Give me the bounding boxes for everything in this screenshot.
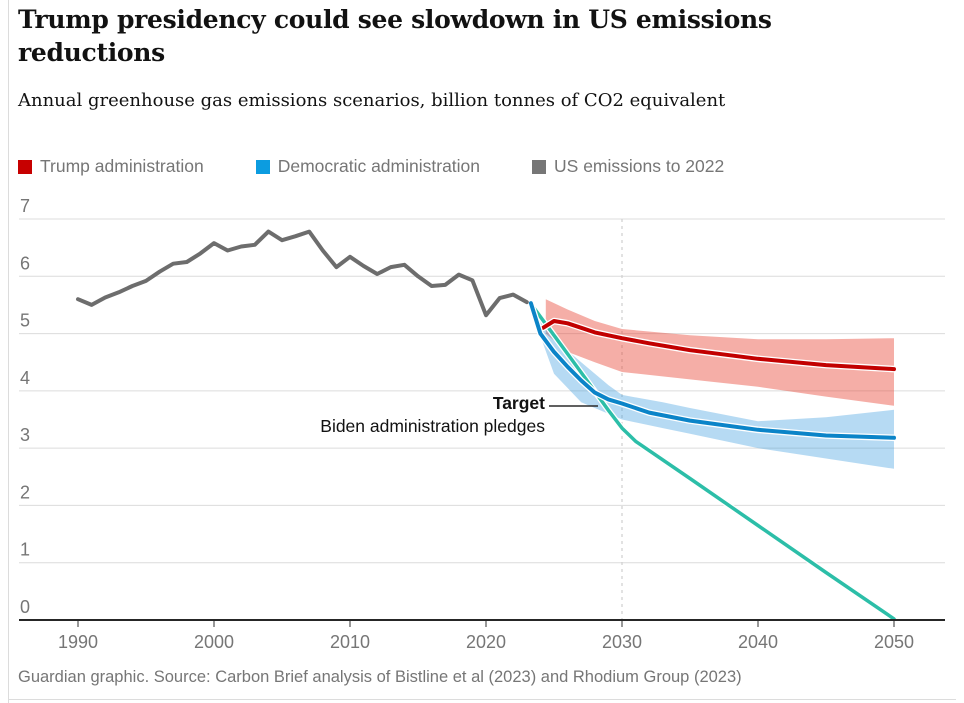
legend-item-2: US emissions to 2022	[532, 156, 724, 177]
y-tick-label-4: 4	[20, 368, 30, 388]
democratic-administration-line	[528, 301, 896, 440]
us-emissions-to-2022-line	[76, 229, 529, 318]
x-tick-label-2030: 2030	[602, 632, 642, 652]
legend-label: Democratic administration	[277, 156, 481, 176]
target-annotation-subtext: Biden administration pledges	[320, 416, 545, 436]
legend-swatch-icon	[532, 159, 547, 174]
left-border-rule	[8, 0, 9, 703]
legend-item-1: Democratic administration	[255, 156, 481, 177]
y-tick-label-2: 2	[20, 482, 30, 502]
x-tick-label-2050: 2050	[874, 632, 914, 652]
x-tick-label-2000: 2000	[194, 632, 234, 652]
y-tick-label-7: 7	[20, 196, 30, 216]
legend-swatch-icon	[255, 159, 270, 174]
legend-item-0: Trump administration	[18, 156, 204, 177]
chart-subtitle: Annual greenhouse gas emissions scenario…	[18, 90, 726, 111]
source-note: Guardian graphic. Source: Carbon Brief a…	[18, 668, 742, 686]
x-tick-label-2040: 2040	[738, 632, 778, 652]
legend-label: Trump administration	[40, 156, 204, 176]
bottom-border-rule	[8, 699, 956, 700]
y-tick-label-1: 1	[20, 540, 30, 560]
target-biden-administration-pledges-line	[529, 302, 896, 621]
y-tick-label-0: 0	[20, 597, 30, 617]
legend: Trump administration Democratic administr…	[18, 156, 724, 177]
x-tick-label-2020: 2020	[466, 632, 506, 652]
y-tick-label-6: 6	[20, 253, 30, 273]
legend-swatch-icon	[18, 159, 32, 174]
y-tick-label-5: 5	[20, 311, 30, 331]
democratic-administration-band	[532, 304, 894, 469]
target-annotation-title: Target	[492, 393, 545, 413]
y-tick-label-3: 3	[20, 425, 30, 445]
x-tick-label-1990: 1990	[58, 632, 98, 652]
target-annotation: Target Biden administration pledges	[320, 392, 545, 438]
page-title: Trump presidency could see slowdown in U…	[18, 5, 772, 67]
x-tick-label-2010: 2010	[330, 632, 370, 652]
legend-label: US emissions to 2022	[554, 156, 725, 176]
trump-administration-line	[541, 319, 896, 372]
